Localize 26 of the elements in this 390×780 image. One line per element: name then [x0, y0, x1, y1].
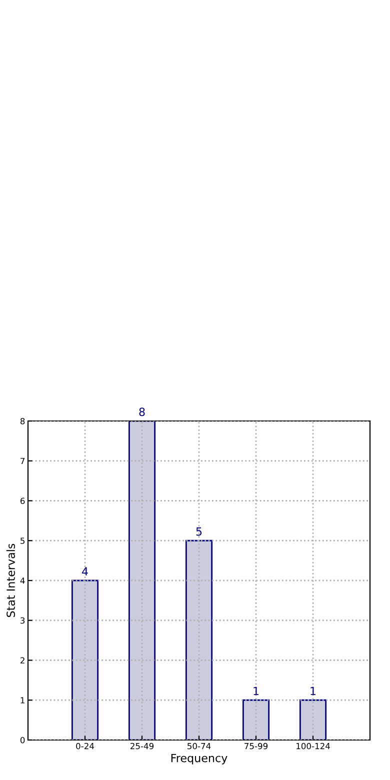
bar	[128, 421, 156, 740]
y-tick-label: 2	[20, 657, 24, 664]
x-tick-label: 25-49	[130, 742, 154, 750]
x-tick-label: 100-124	[296, 742, 330, 750]
y-tick-label: 3	[20, 617, 25, 624]
y-axis-title: Stat Intervals	[6, 544, 15, 617]
y-tick-label: 1	[20, 697, 24, 704]
y-tick-label: 0	[20, 736, 25, 744]
data-label: 5	[196, 527, 202, 536]
data-label: 8	[139, 408, 145, 416]
data-label: 4	[82, 567, 88, 576]
y-tick-label: 7	[20, 458, 25, 464]
x-axis-title: Frequency	[171, 754, 228, 764]
data-label: 1	[254, 686, 259, 696]
x-tick-label: 50-74	[188, 742, 211, 750]
y-tick-label: 5	[20, 538, 24, 544]
data-label: 1	[310, 686, 316, 696]
x-tick-label: 75-99	[244, 742, 268, 750]
x-tick-label: 0-24	[76, 742, 94, 750]
bar	[299, 699, 327, 740]
y-tick-label: 4	[20, 578, 25, 584]
y-tick-label: 6	[20, 498, 25, 504]
y-tick-label: 8	[20, 418, 25, 424]
bar	[242, 699, 270, 740]
bar	[71, 580, 99, 740]
bar	[185, 540, 213, 740]
